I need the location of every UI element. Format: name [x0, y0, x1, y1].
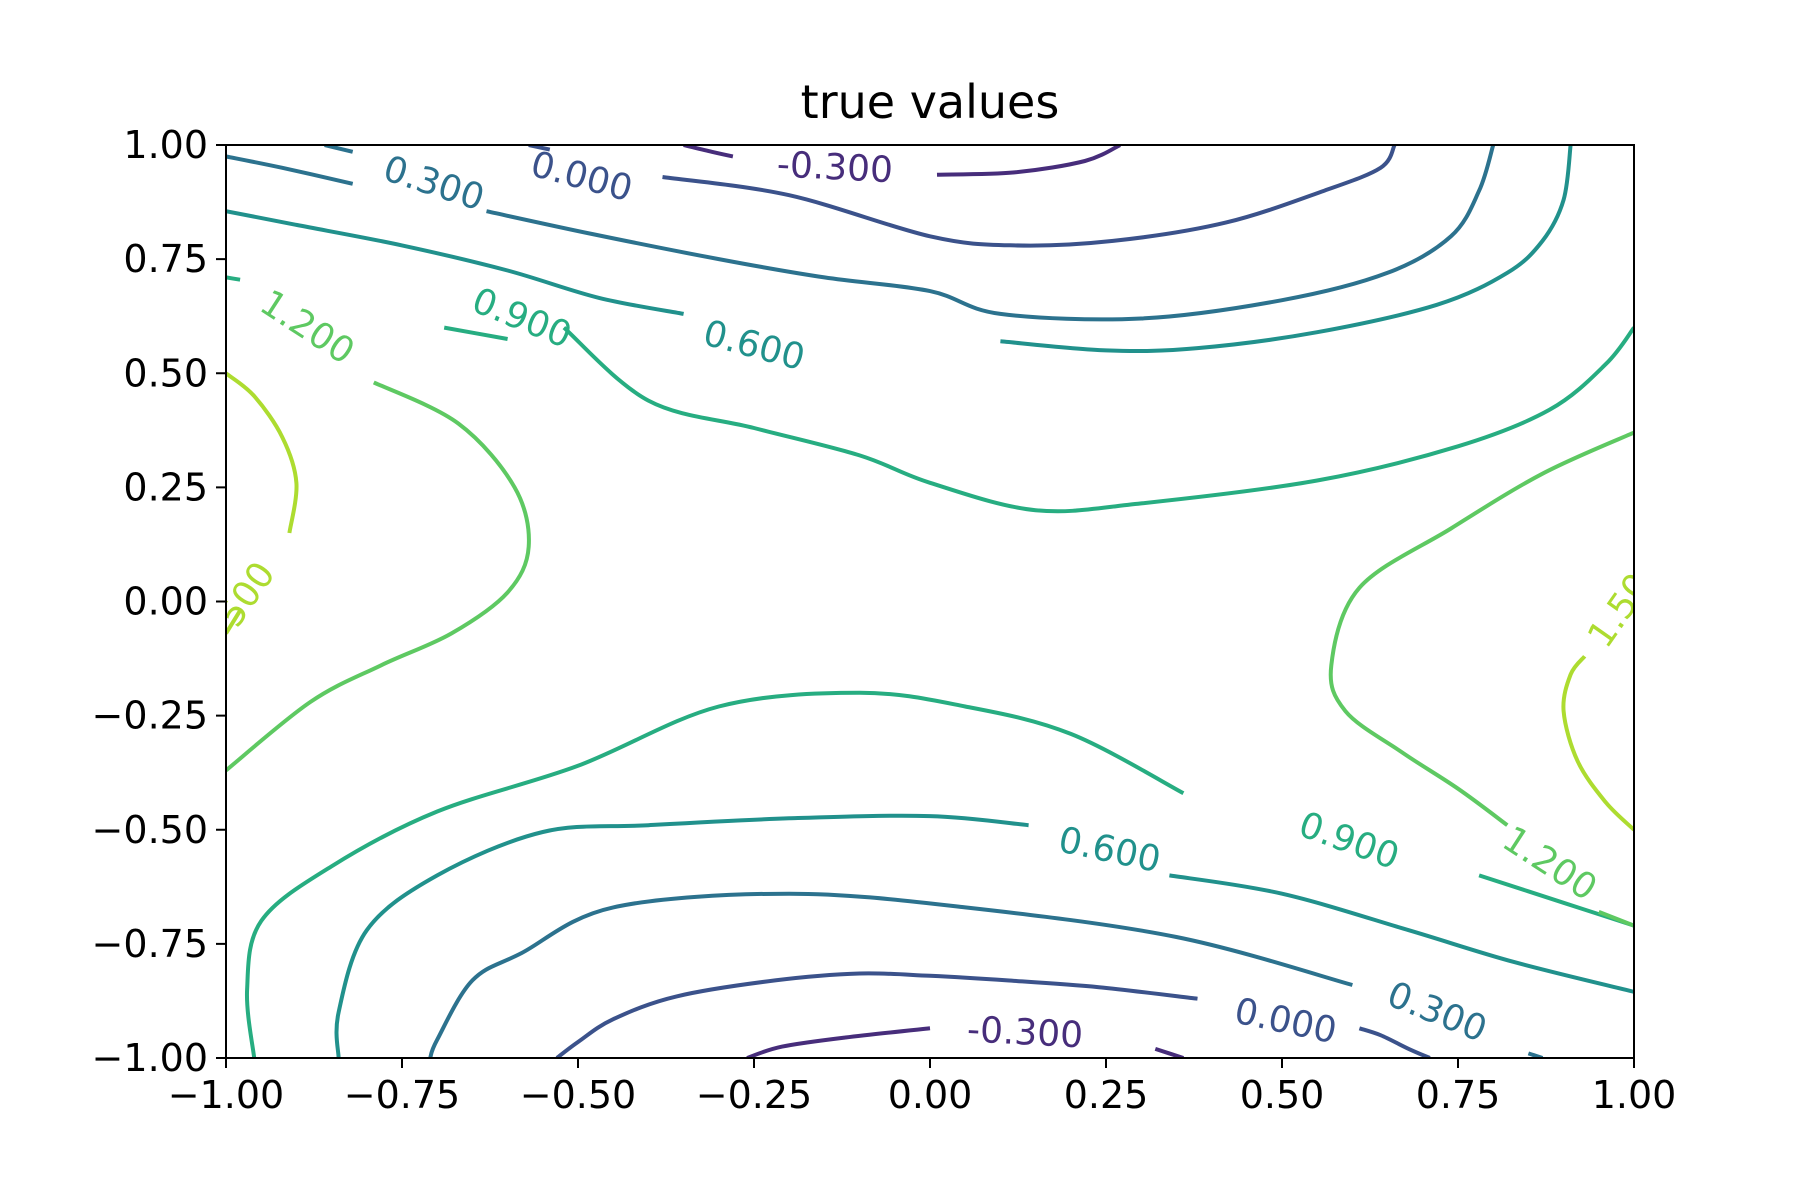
contour-line — [334, 813, 1029, 1058]
x-tick-label: −1.00 — [168, 1073, 284, 1117]
chart-title: true values — [801, 75, 1060, 129]
y-tick-label: 0.50 — [123, 351, 208, 395]
x-tick-label: 0.25 — [1064, 1073, 1149, 1117]
x-tick-label: −0.50 — [520, 1073, 636, 1117]
contour-line — [486, 145, 1496, 322]
contour-label: -0.300 — [966, 1009, 1084, 1056]
y-axis: −1.00 −0.75 −0.50 −0.25 0.00 0.25 0.50 0.75 1.00 — [92, 123, 226, 1080]
contour-line — [683, 145, 734, 159]
contour-line — [1169, 873, 1634, 994]
contour-label: -0.300 — [776, 144, 894, 191]
contour-line — [428, 891, 1353, 1058]
contour-line — [226, 275, 241, 282]
contour-lines — [226, 145, 1634, 1058]
contour-line — [244, 690, 1185, 1058]
y-tick-label: 0.00 — [123, 580, 208, 624]
contour-line — [1328, 430, 1634, 827]
y-tick-label: 0.75 — [123, 237, 208, 281]
contour-line — [936, 145, 1121, 177]
y-tick-label: −0.75 — [92, 922, 208, 966]
x-tick-label: 0.75 — [1416, 1073, 1501, 1117]
x-tick-label: 0.50 — [1240, 1073, 1325, 1117]
contour-line — [226, 371, 299, 534]
contour-line — [1358, 1026, 1431, 1058]
contour-line — [662, 145, 1397, 248]
contour-line — [555, 971, 1198, 1058]
x-tick-label: −0.75 — [344, 1073, 460, 1117]
contour-line — [226, 209, 684, 316]
contour-line — [226, 154, 354, 186]
contour-line — [1561, 654, 1634, 832]
y-tick-label: −0.25 — [92, 694, 208, 738]
y-tick-label: −1.00 — [92, 1036, 208, 1080]
contour-line — [1598, 910, 1634, 928]
x-tick-label: 0.00 — [888, 1073, 973, 1117]
x-axis: −1.00 −0.75 −0.50 −0.25 0.00 0.25 0.50 0.75 1.00 — [168, 1058, 1677, 1117]
contour-line — [562, 326, 1634, 514]
y-tick-label: 0.25 — [123, 465, 208, 509]
contour-line — [226, 380, 531, 772]
contour-line — [746, 1026, 931, 1058]
y-tick-label: 1.00 — [123, 123, 208, 167]
contour-line — [443, 325, 508, 341]
contour-line — [1000, 145, 1573, 354]
x-tick-label: −0.25 — [696, 1073, 812, 1117]
y-tick-label: −0.50 — [92, 808, 208, 852]
x-tick-label: 1.00 — [1592, 1073, 1677, 1117]
